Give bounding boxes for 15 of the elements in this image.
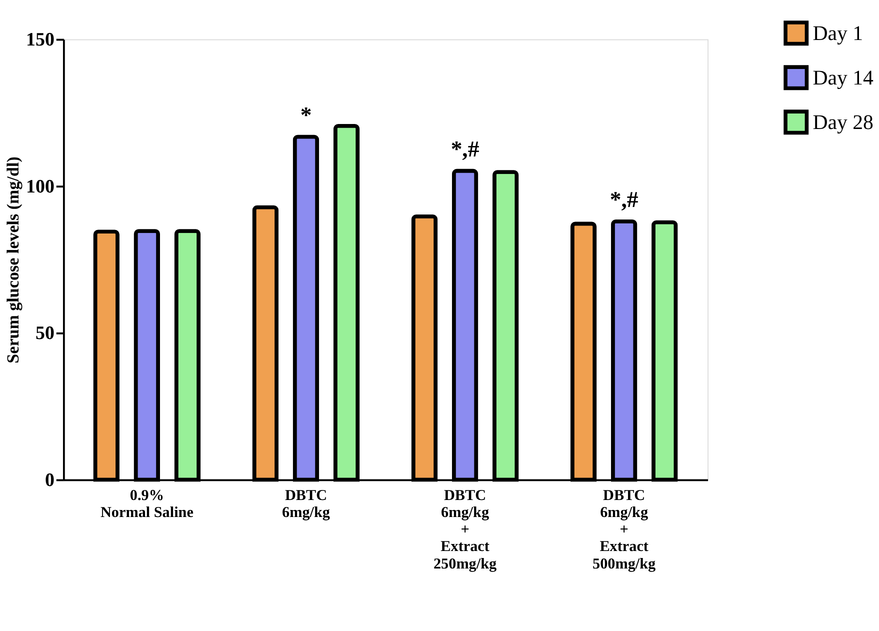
y-tick-label: 50	[36, 323, 54, 344]
x-tick-label: DBTC 6mg/kg + Extract 250mg/kg	[433, 487, 497, 572]
x-tick-label: DBTC 6mg/kg	[282, 487, 330, 522]
x-tick-label: 0.9% Normal Saline	[100, 487, 194, 522]
legend-label: Day 28	[812, 110, 874, 134]
annotation: *	[300, 102, 312, 128]
legend-label: Day 1	[812, 20, 864, 45]
legend-label: Day 14	[812, 65, 874, 90]
x-tick-label: DBTC 6mg/kg + Extract 500mg/kg	[592, 487, 656, 572]
y-tick-label: 100	[26, 176, 54, 198]
y-axis-title: Serum glucose levels (mg/dl)	[3, 156, 22, 364]
y-tick-label: 0	[44, 470, 54, 491]
y-tick-label: 150	[26, 29, 54, 50]
annotation: *,#	[450, 136, 480, 162]
annotation: *,#	[610, 187, 639, 212]
